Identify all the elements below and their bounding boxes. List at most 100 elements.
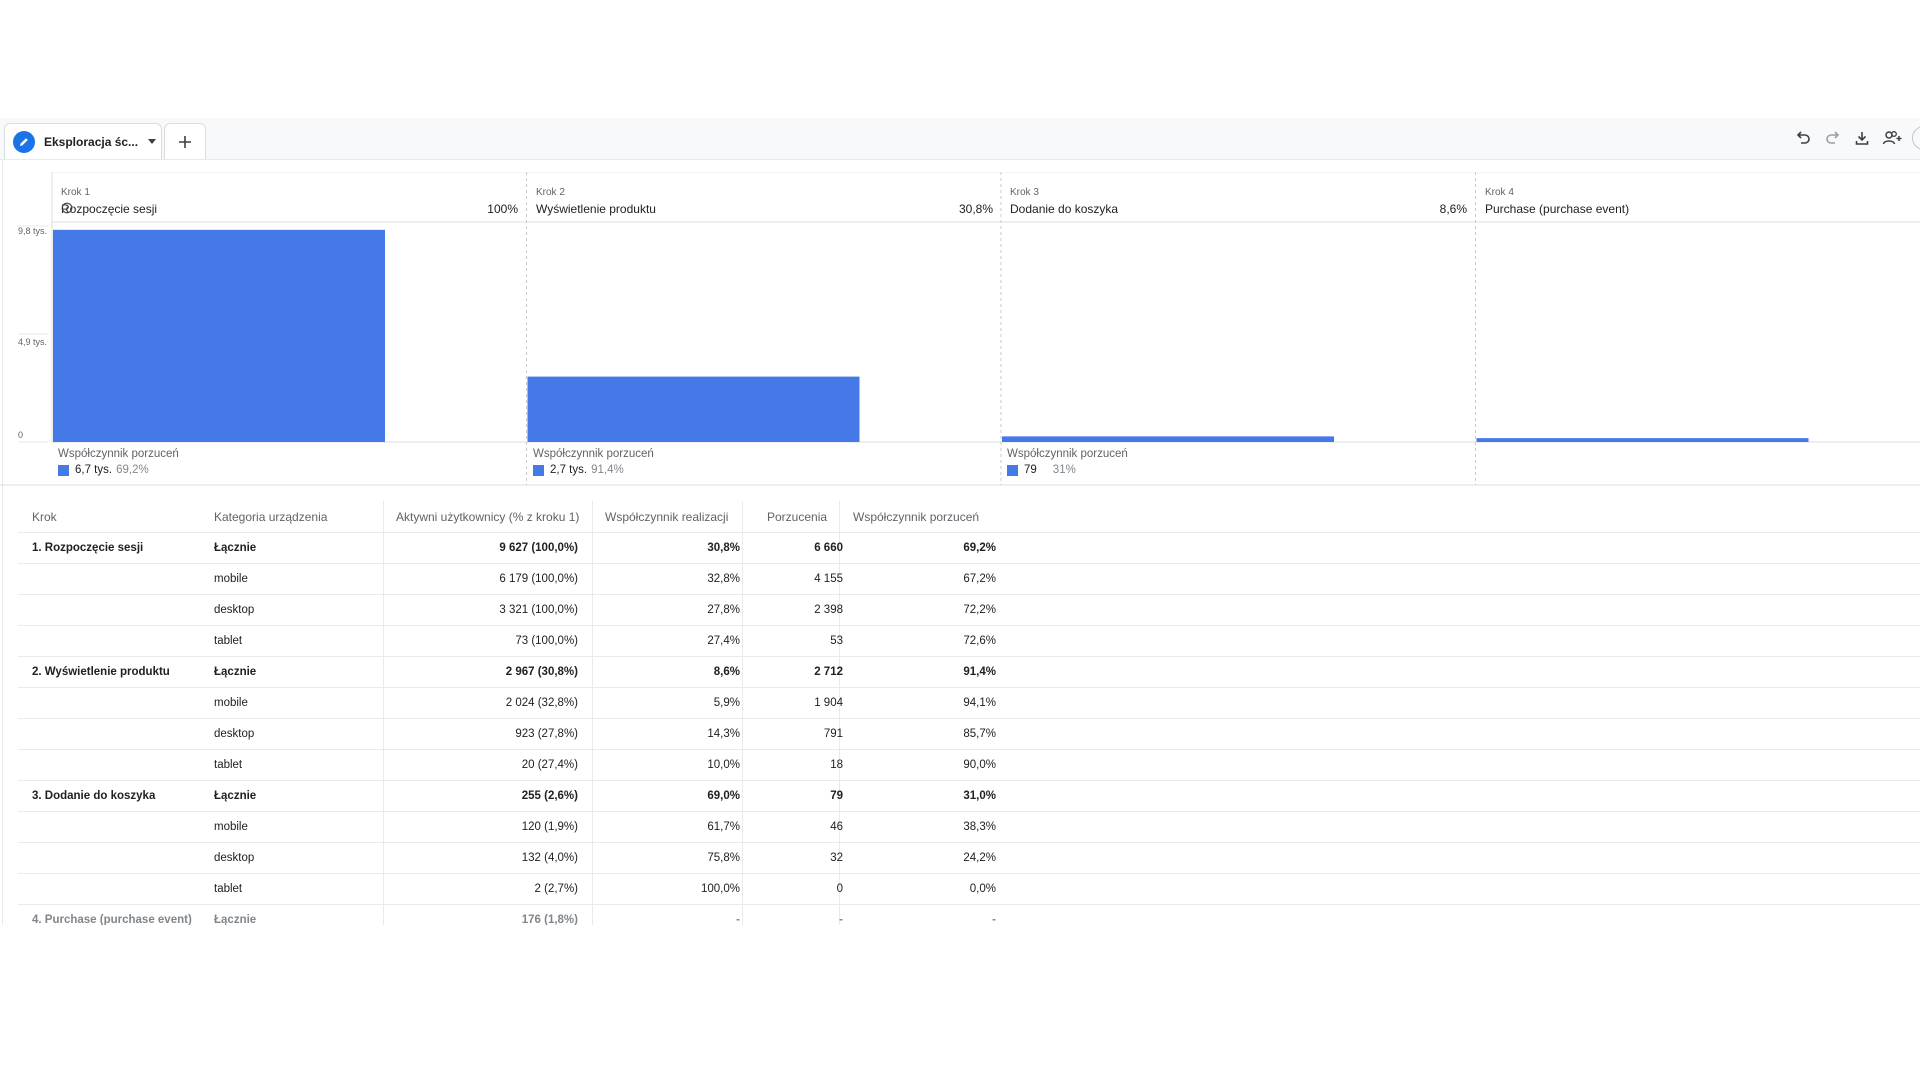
funnel-bar bbox=[527, 376, 860, 442]
table-row[interactable]: 1. Rozpoczęcie sesji Łącznie 9 627 (100,0%… bbox=[18, 533, 1920, 564]
active-users-cell: 923 (27,8%) bbox=[515, 728, 578, 740]
abandonments-cell: 791 bbox=[823, 728, 843, 740]
abandonment-rate-cell: 85,7% bbox=[963, 728, 996, 740]
completion-rate-cell: 5,9% bbox=[713, 697, 740, 709]
table-row[interactable]: mobile 2 024 (32,8%) 5,9% 1 904 94,1% bbox=[18, 688, 1920, 719]
completion-rate-cell: 100,0% bbox=[700, 883, 740, 895]
share-user-icon[interactable] bbox=[1880, 126, 1904, 150]
table-row[interactable]: mobile 6 179 (100,0%) 32,8% 4 155 67,2% bbox=[18, 564, 1920, 595]
abandonments-cell: 32 bbox=[830, 852, 843, 864]
table-row[interactable]: desktop 923 (27,8%) 14,3% 791 85,7% bbox=[18, 719, 1920, 750]
add-tab-button[interactable] bbox=[164, 123, 206, 159]
funnel-table: Krok Kategoria urządzenia Aktywni użytko… bbox=[18, 501, 1920, 925]
funnel-step-header[interactable]: Krok 3 Dodanie do koszyka 8,6% bbox=[1001, 179, 1475, 219]
step-number: Krok 2 bbox=[536, 187, 565, 198]
abandonment-rate-label: Współczynnik porzuceń bbox=[533, 448, 654, 460]
abandonments-cell: 4 155 bbox=[814, 573, 843, 585]
abandonment-rate-cell: 67,2% bbox=[963, 573, 996, 585]
abandonment-rate-cell: 94,1% bbox=[963, 697, 996, 709]
column-header[interactable]: Współczynnik porzuceń bbox=[853, 509, 980, 524]
table-row[interactable]: desktop 3 321 (100,0%) 27,8% 2 398 72,2% bbox=[18, 595, 1920, 626]
column-header[interactable]: Aktywni użytkownicy (% z kroku 1) bbox=[396, 509, 580, 524]
funnel-bar bbox=[1002, 436, 1334, 442]
column-header[interactable]: Kategoria urządzenia bbox=[214, 509, 328, 524]
table-row[interactable]: 3. Dodanie do koszyka Łącznie 255 (2,6%) 69… bbox=[18, 781, 1920, 812]
abandonment-rate: Współczynnik porzuceń 2,7 tys. 91,4% bbox=[524, 448, 998, 482]
step-cell: 3. Dodanie do koszyka bbox=[32, 790, 156, 802]
completion-rate-cell: 27,8% bbox=[707, 604, 740, 616]
info-icon[interactable] bbox=[61, 202, 73, 214]
redo-icon[interactable] bbox=[1821, 126, 1845, 150]
table-row[interactable]: tablet 2 (2,7%) 100,0% 0 0,0% bbox=[18, 874, 1920, 905]
column-divider bbox=[742, 501, 743, 925]
abandonments-cell: 0 bbox=[836, 883, 843, 895]
funnel-step-header[interactable]: Krok 2 Wyświetlenie produktu 30,8% bbox=[527, 179, 1001, 219]
abandonment-rate-cell: 31,0% bbox=[963, 790, 996, 802]
plus-icon bbox=[179, 135, 191, 148]
device-category-cell: mobile bbox=[214, 697, 248, 709]
step-name: Purchase (purchase event) bbox=[1485, 202, 1630, 216]
funnel-bar bbox=[1476, 438, 1809, 442]
active-users-cell: 2 967 (30,8%) bbox=[505, 666, 578, 678]
table-row[interactable]: tablet 73 (100,0%) 27,4% 53 72,6% bbox=[18, 626, 1920, 657]
step-cell: 1. Rozpoczęcie sesji bbox=[32, 542, 144, 554]
abandonment-rate-value: 31% bbox=[1052, 464, 1076, 476]
completion-rate-cell: - bbox=[736, 914, 740, 925]
funnel-chart: 9,8 tys. 4,9 tys. 0 Krok 1 Rozpoczęcie s… bbox=[0, 172, 1920, 486]
completion-rate-cell: 61,7% bbox=[707, 821, 740, 833]
funnel-step-header[interactable]: Krok 4 Purchase (purchase event) bbox=[1476, 179, 1920, 219]
abandonment-count: 2,7 tys. bbox=[550, 464, 588, 476]
table-row[interactable]: tablet 20 (27,4%) 10,0% 18 90,0% bbox=[18, 750, 1920, 781]
abandonment-rate: Współczynnik porzuceń 6,7 tys. 69,2% bbox=[49, 448, 523, 482]
abandonments-cell: 2 712 bbox=[814, 666, 843, 678]
panel-left-border bbox=[2, 160, 3, 925]
column-header[interactable]: Współczynnik realizacji bbox=[605, 509, 729, 524]
tab-label: Eksploracja śc... bbox=[44, 134, 139, 149]
table-header-row: Krok Kategoria urządzenia Aktywni użytko… bbox=[18, 501, 1920, 533]
active-users-cell: 120 (1,9%) bbox=[521, 821, 578, 833]
abandonment-rate-label: Współczynnik porzuceń bbox=[1007, 448, 1128, 460]
abandonment-rate-cell: 24,2% bbox=[963, 852, 996, 864]
abandonments-cell: - bbox=[839, 914, 843, 925]
funnel-chart-svg bbox=[0, 172, 1920, 486]
active-users-cell: 3 321 (100,0%) bbox=[499, 604, 578, 616]
column-header[interactable]: Porzucenia bbox=[767, 509, 828, 524]
y-tick-label: 0 bbox=[18, 430, 24, 440]
tab-exploration[interactable]: Eksploracja śc... bbox=[4, 123, 162, 159]
completion-rate-cell: 27,4% bbox=[707, 635, 740, 647]
abandonment-rate-value: 69,2% bbox=[116, 464, 149, 476]
completion-rate-cell: 75,8% bbox=[707, 852, 740, 864]
step-cell: 2. Wyświetlenie produktu bbox=[32, 666, 170, 678]
funnel-step-header[interactable]: Krok 1 Rozpoczęcie sesji 100% bbox=[52, 179, 526, 219]
undo-icon[interactable] bbox=[1791, 126, 1815, 150]
abandonment-rate-cell: 90,0% bbox=[963, 759, 996, 771]
abandonment-count: 6,7 tys. bbox=[75, 464, 113, 476]
abandonments-cell: 1 904 bbox=[814, 697, 843, 709]
device-category-cell: Łącznie bbox=[214, 914, 257, 925]
table-row[interactable]: desktop 132 (4,0%) 75,8% 32 24,2% bbox=[18, 843, 1920, 874]
step-name: Wyświetlenie produktu bbox=[536, 202, 656, 216]
step-number: Krok 3 bbox=[1010, 187, 1039, 198]
abandonments-cell: 53 bbox=[830, 635, 843, 647]
abandonment-rate-label: Współczynnik porzuceń bbox=[58, 448, 179, 460]
table-row[interactable]: 2. Wyświetlenie produktu Łącznie 2 967 (30… bbox=[18, 657, 1920, 688]
abandonment-rate: Współczynnik porzuceń 79 31% bbox=[998, 448, 1472, 482]
abandonments-cell: 2 398 bbox=[814, 604, 843, 616]
active-users-cell: 176 (1,8%) bbox=[521, 914, 578, 925]
step-cell: 4. Purchase (purchase event) bbox=[32, 914, 192, 925]
abandonment-rate-cell: 91,4% bbox=[963, 666, 996, 678]
completion-rate-cell: 14,3% bbox=[707, 728, 740, 740]
download-icon[interactable] bbox=[1850, 126, 1874, 150]
device-category-cell: mobile bbox=[214, 573, 248, 585]
step-percentage: 30,8% bbox=[958, 202, 993, 216]
device-category-cell: tablet bbox=[214, 759, 243, 771]
column-header[interactable]: Krok bbox=[32, 509, 57, 524]
active-users-cell: 9 627 (100,0%) bbox=[499, 542, 578, 554]
abandonments-cell: 46 bbox=[830, 821, 843, 833]
device-category-cell: desktop bbox=[214, 852, 255, 864]
table-row[interactable]: mobile 120 (1,9%) 61,7% 46 38,3% bbox=[18, 812, 1920, 843]
chevron-down-icon[interactable] bbox=[148, 139, 157, 144]
table-row[interactable]: 4. Purchase (purchase event) Łącznie 176 (… bbox=[18, 905, 1920, 925]
device-category-cell: desktop bbox=[214, 728, 255, 740]
legend-swatch bbox=[533, 464, 544, 476]
